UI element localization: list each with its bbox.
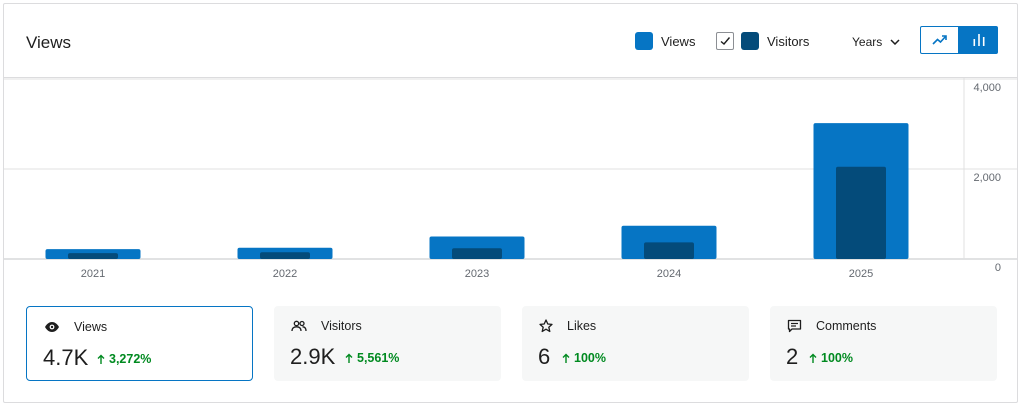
stat-tile-delta: 3,272%	[97, 352, 151, 366]
stat-tile-header: Visitors	[291, 319, 362, 333]
y-tick-label: 4,000	[973, 82, 1001, 94]
visitors-swatch	[741, 32, 759, 50]
y-tick-label: 0	[995, 262, 1001, 274]
views-chart: 4,000 2,000 0 2021 2022 2023 2024 2025	[4, 78, 1017, 280]
stat-tile-visitors[interactable]: Visitors 2.9K 5,561%	[274, 306, 501, 381]
star-icon	[539, 319, 560, 333]
stat-tile-delta: 100%	[809, 351, 853, 365]
stat-tile-delta-value: 5,561%	[357, 351, 400, 365]
x-tick-label: 2025	[849, 268, 873, 280]
bar-chart-button[interactable]	[959, 26, 998, 54]
x-tick-label: 2022	[273, 268, 297, 280]
stat-tile-label: Views	[74, 320, 108, 334]
visitors-bar	[260, 252, 310, 259]
check-icon	[720, 37, 731, 45]
x-tick-label: 2021	[81, 268, 105, 280]
legend-views-label: Views	[661, 33, 696, 49]
y-tick-label: 2,000	[973, 172, 1001, 184]
stat-tile-delta-value: 100%	[574, 351, 606, 365]
period-select[interactable]: Years	[852, 35, 900, 49]
line-chart-button[interactable]	[920, 26, 959, 54]
visitors-bar	[644, 242, 694, 259]
stat-tile-views[interactable]: Views 4.7K 3,272%	[26, 306, 253, 381]
arrow-up-icon	[97, 354, 105, 364]
views-swatch	[635, 32, 653, 50]
visitors-bar	[452, 248, 502, 259]
legend-views: Views	[635, 32, 695, 50]
arrow-up-icon	[345, 353, 353, 363]
header-divider	[4, 77, 1017, 78]
people-icon	[291, 320, 314, 332]
stat-tile-value: 2.9K	[290, 344, 336, 369]
stat-tile-label: Visitors	[321, 319, 362, 333]
stat-tile-header: Likes	[539, 319, 596, 333]
stats-card: Views Views Visitors Years	[3, 3, 1018, 403]
stat-tile-delta-value: 3,272%	[109, 352, 152, 366]
chart-type-toggle	[920, 26, 998, 54]
trend-line-icon	[931, 35, 947, 45]
legend-visitors-toggle[interactable]: Visitors	[716, 32, 809, 50]
stat-tile-delta: 100%	[562, 351, 606, 365]
stat-tile-value: 4.7K	[43, 345, 89, 370]
stat-tile-label: Likes	[567, 319, 597, 333]
comment-icon	[787, 319, 809, 333]
period-label: Years	[852, 35, 883, 49]
x-tick-label: 2024	[657, 268, 681, 280]
stat-tile-comments[interactable]: Comments 2 100%	[770, 306, 997, 381]
stat-tile-value: 6	[538, 344, 551, 369]
chevron-down-icon	[890, 39, 900, 45]
stat-tile-header: Views	[44, 320, 107, 334]
arrow-up-icon	[562, 353, 570, 363]
eye-icon	[44, 321, 67, 333]
visitors-checkbox[interactable]	[716, 32, 734, 50]
stat-tile-label: Comments	[816, 319, 877, 333]
visitors-bar	[836, 166, 886, 259]
x-tick-label: 2023	[465, 268, 489, 280]
stat-tile-header: Comments	[787, 319, 876, 333]
stat-tile-delta-value: 100%	[821, 351, 853, 365]
visitors-bar	[68, 253, 118, 259]
card-title: Views	[26, 33, 72, 52]
legend-visitors-label: Visitors	[767, 33, 810, 49]
arrow-up-icon	[809, 353, 817, 363]
bar-chart-icon	[973, 34, 984, 46]
stat-tile-likes[interactable]: Likes 6 100%	[522, 306, 749, 381]
stat-tile-delta: 5,561%	[345, 351, 399, 365]
stat-tile-value: 2	[786, 344, 799, 369]
